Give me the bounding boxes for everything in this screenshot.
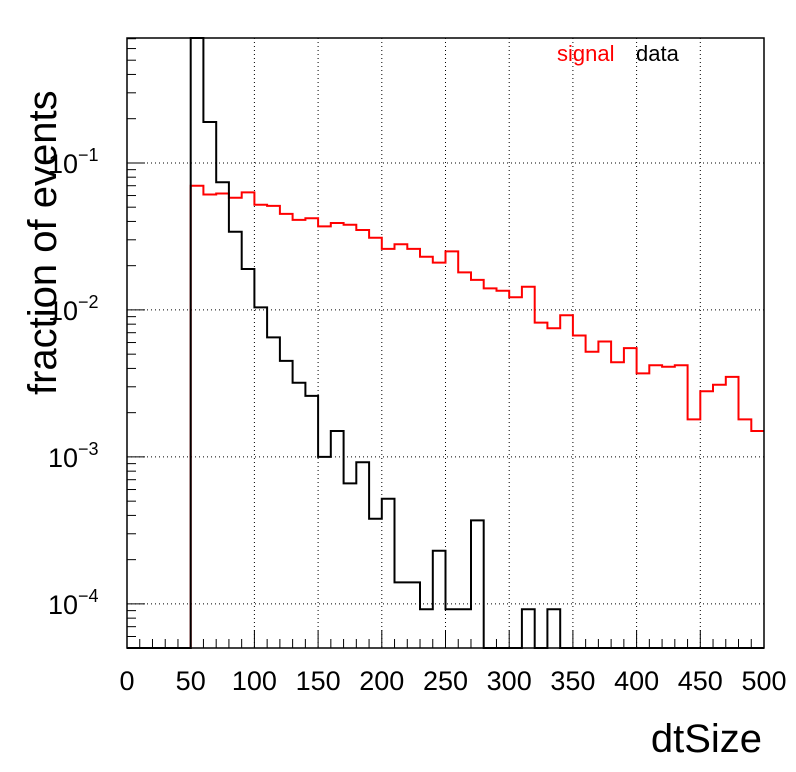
y-tick-label: 10−4: [48, 586, 99, 620]
y-tick-label: 10−1: [48, 145, 99, 179]
x-tick-label: 350: [550, 666, 595, 696]
y-tick-label: 10−3: [48, 439, 99, 473]
x-tick-label: 300: [487, 666, 532, 696]
x-tick-label: 500: [741, 666, 786, 696]
x-tick-label: 400: [614, 666, 659, 696]
x-tick-label: 50: [176, 666, 206, 696]
axes: [126, 37, 765, 649]
x-axis-title: dtSize: [651, 717, 762, 761]
x-tick-label: 100: [232, 666, 277, 696]
legend: signal data: [557, 41, 680, 66]
grid: [127, 38, 764, 648]
legend-data: data: [636, 41, 680, 66]
x-tick-label: 450: [678, 666, 723, 696]
y-axis-title: fraction of events: [21, 90, 65, 395]
x-tick-label: 0: [119, 666, 134, 696]
x-tick-label: 150: [296, 666, 341, 696]
x-tick-label: 200: [359, 666, 404, 696]
y-tick-label: 10−2: [48, 292, 99, 326]
tick-labels: 0 50 100 150 200 250 300 350 400 450 500 10−1 10−2 10…: [48, 145, 787, 696]
legend-signal: signal: [557, 41, 614, 66]
x-tick-label: 250: [423, 666, 468, 696]
series-signal: [127, 184, 764, 649]
x-axis-ticks: [126, 630, 765, 648]
y-axis-ticks: [127, 38, 145, 638]
